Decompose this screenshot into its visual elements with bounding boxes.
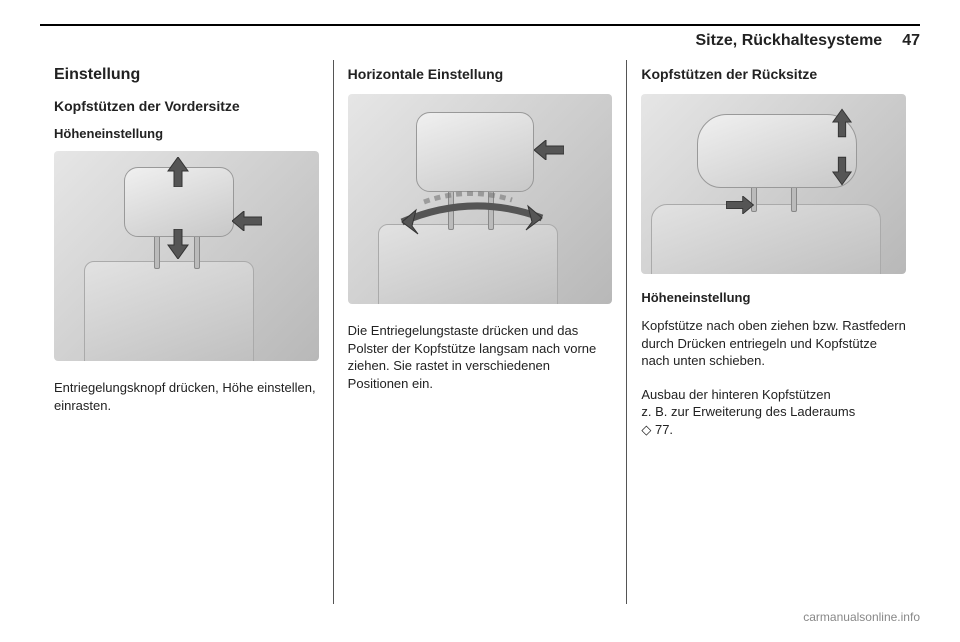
figure-front-horizontal xyxy=(348,94,613,304)
page-header: Sitze, Rückhaltesysteme 47 xyxy=(40,32,920,50)
headrest-shape xyxy=(416,112,534,192)
reference-icon: ◇ xyxy=(641,422,651,437)
heading-height-adjust: Höheneinstellung xyxy=(54,126,319,141)
text-rear-removal-line1: Ausbau der hinteren Kopfstützen xyxy=(641,387,830,402)
column-3: Kopfstützen der Rücksitze Höheneinstellu… xyxy=(626,60,920,604)
footer-domain: carmanualsonline.info xyxy=(40,610,920,624)
heading-front-headrests: Kopfstützen der Vordersitze xyxy=(54,98,319,114)
page-number: 47 xyxy=(902,32,920,50)
caption-front-horizontal: Die Entriegelungstaste drücken und das P… xyxy=(348,322,613,392)
arrow-rotate-secondary-icon xyxy=(418,186,518,210)
reference-page: 77. xyxy=(655,422,673,437)
column-2: Horizontale Einstellung Die Entrieg xyxy=(333,60,627,604)
arrow-down-icon xyxy=(166,229,190,259)
text-rear-removal-line2: z. B. zur Erweiterung des Laderaums xyxy=(641,404,855,419)
text-rear-removal: Ausbau der hinteren Kopfstützen z. B. zu… xyxy=(641,386,906,439)
heading-horizontal-adjust: Horizontale Einstellung xyxy=(348,66,613,82)
content-columns: Einstellung Kopfstützen der Vordersitze … xyxy=(40,60,920,604)
seatback-shape xyxy=(651,204,881,274)
arrow-in-icon xyxy=(534,140,564,160)
arrow-down-icon xyxy=(831,156,853,186)
arrow-in-icon xyxy=(725,196,755,214)
arrow-up-icon xyxy=(831,108,853,138)
column-1: Einstellung Kopfstützen der Vordersitze … xyxy=(40,60,333,604)
page: Sitze, Rückhaltesysteme 47 Einstellung K… xyxy=(0,0,960,642)
top-rule xyxy=(40,24,920,26)
arrow-in-icon xyxy=(232,211,262,231)
figure-rear-headrest xyxy=(641,94,906,274)
heading-rear-headrests: Kopfstützen der Rücksitze xyxy=(641,66,906,82)
caption-front-height: Entriegelungsknopf drücken, Höhe einstel… xyxy=(54,379,319,414)
heading-einstellung: Einstellung xyxy=(54,66,319,84)
arrow-up-icon xyxy=(166,157,190,187)
section-title: Sitze, Rückhaltesysteme xyxy=(695,32,882,50)
figure-front-height xyxy=(54,151,319,361)
seatback-shape xyxy=(84,261,254,361)
text-rear-height: Kopfstütze nach oben ziehen bzw. Rastfed… xyxy=(641,317,906,370)
heading-rear-height: Höheneinstellung xyxy=(641,290,906,305)
